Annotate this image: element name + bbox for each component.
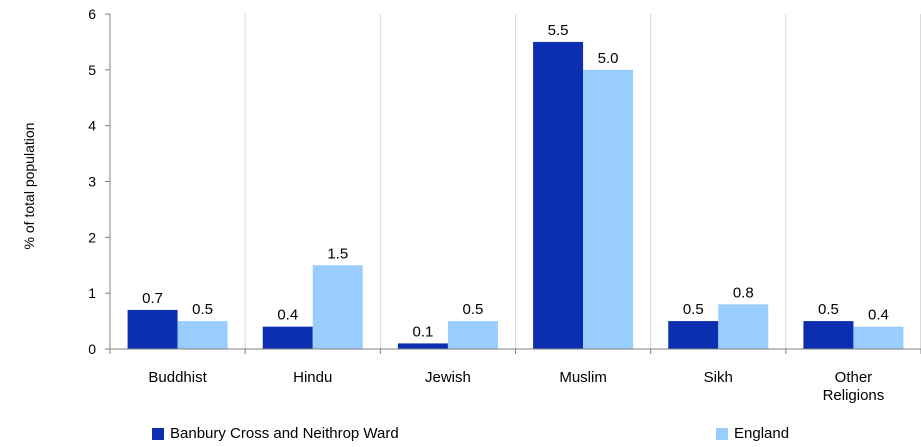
data-label: 0.5	[462, 301, 483, 318]
data-label: 0.4	[868, 307, 889, 324]
legend-label-ward: Banbury Cross and Neithrop Ward	[170, 425, 399, 442]
bar-ward	[668, 321, 719, 349]
y-tick-label: 5	[88, 62, 96, 78]
bar-england	[312, 265, 363, 349]
data-label: 0.8	[733, 284, 754, 301]
bar-england	[447, 321, 498, 349]
labels: 0 1 2 3 4 5 6 0.7 0.5 Buddhist 0.4 1.5 Hindu 0.1 0.5 Je…	[88, 6, 889, 404]
data-label: 0.4	[277, 307, 298, 324]
category-label: Jewish	[425, 369, 471, 386]
bar-england	[718, 304, 769, 349]
category-label: Other	[835, 369, 873, 386]
axes	[105, 13, 921, 354]
bar-ward	[127, 309, 178, 349]
legend-label-england: England	[734, 425, 790, 442]
data-label: 0.5	[818, 301, 839, 318]
y-tick-label: 4	[88, 118, 96, 134]
category-label: Buddhist	[148, 369, 207, 386]
y-axis-label: % of total population	[21, 123, 37, 250]
legend-item-england: England	[716, 425, 789, 442]
data-label: 5.5	[548, 22, 569, 39]
category-label: Religions	[823, 387, 885, 404]
y-tick-label: 6	[88, 6, 96, 22]
category-label: Muslim	[559, 369, 607, 386]
bar-ward	[533, 41, 584, 350]
legend-swatch-ward	[152, 427, 164, 440]
legend-swatch-england	[716, 427, 728, 440]
bar-ward	[262, 326, 313, 349]
bar-ward	[803, 321, 854, 349]
bar-england	[853, 326, 904, 349]
legend-item-ward: Banbury Cross and Neithrop Ward	[152, 425, 399, 442]
data-label: 1.5	[327, 245, 348, 262]
bar-england	[177, 321, 228, 349]
data-label: 0.5	[192, 301, 213, 318]
data-label: 5.0	[598, 50, 619, 67]
y-tick-label: 3	[88, 174, 96, 190]
data-label: 0.5	[683, 301, 704, 318]
category-label: Hindu	[293, 369, 332, 386]
category-label: Sikh	[704, 369, 733, 386]
y-tick-label: 1	[88, 285, 96, 301]
y-tick-label: 2	[88, 229, 96, 245]
bars	[127, 41, 904, 350]
y-tick-label: 0	[88, 341, 96, 357]
bar-england	[583, 69, 634, 349]
data-label: 0.7	[142, 290, 163, 307]
bar-ward	[397, 343, 448, 349]
data-label: 0.1	[412, 323, 433, 340]
